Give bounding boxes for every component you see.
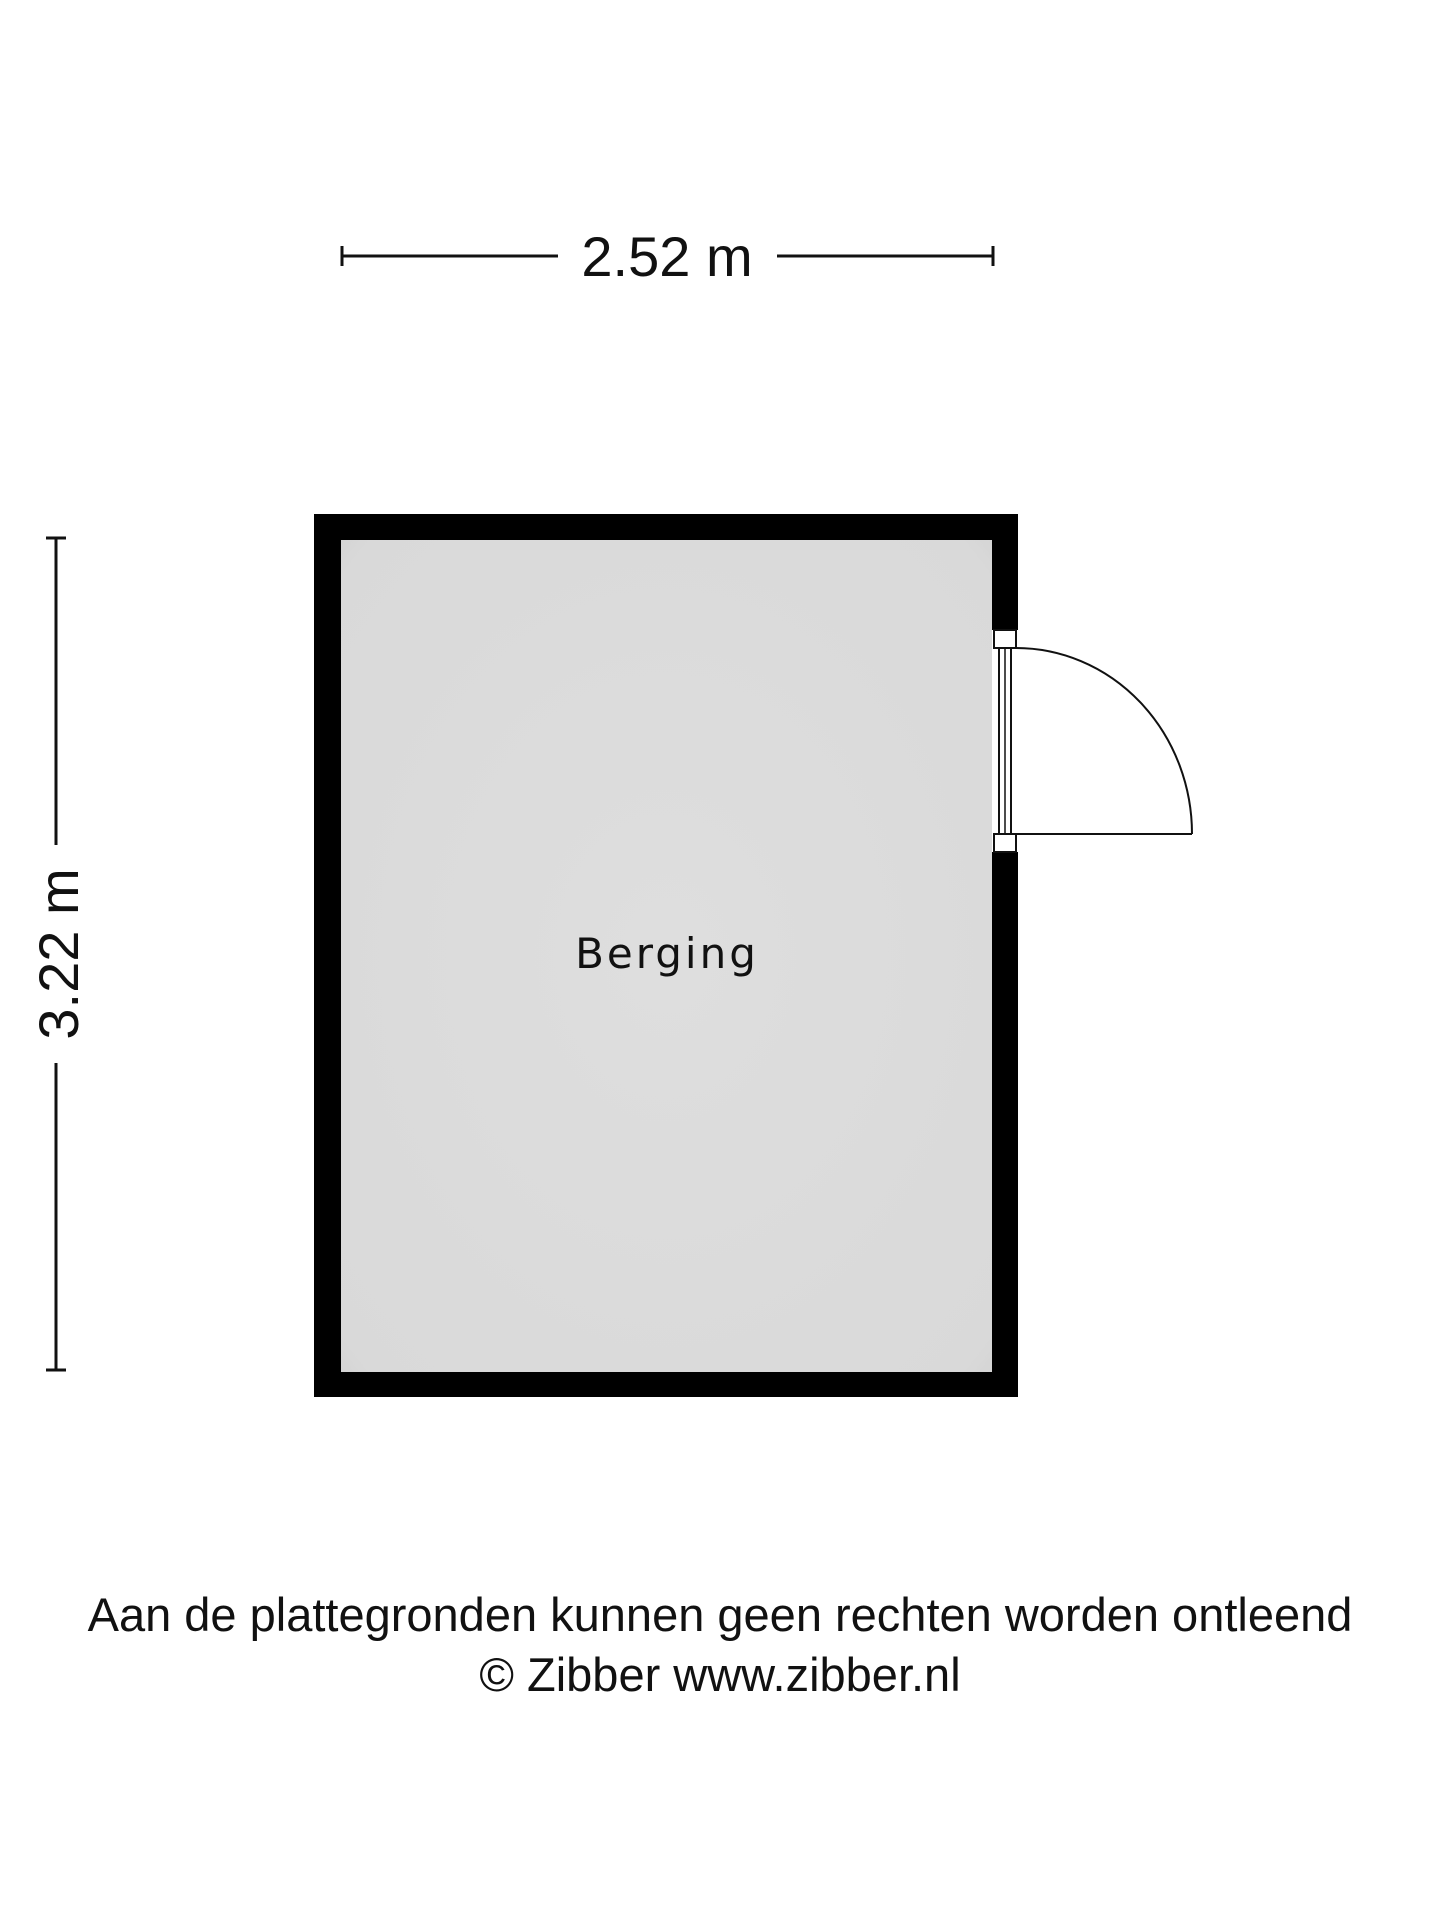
door-jamb-bottom [993,833,1017,853]
room-berging [314,514,1018,1397]
room-floor [341,540,992,1372]
door [992,629,1193,853]
footer: Aan de plattegronden kunnen geen rechten… [0,1585,1440,1705]
width-dimension-label: 2.52 m [581,225,752,288]
height-dimension: 3.22 m [27,536,90,1372]
copyright-text: © Zibber www.zibber.nl [479,1648,961,1701]
disclaimer-text: Aan de plattegronden kunnen geen rechten… [87,1588,1353,1641]
door-swing-arc [1015,647,1193,835]
height-dimension-label: 3.22 m [27,868,90,1039]
door-jamb-top [993,629,1017,649]
room-label: Berging [575,929,759,978]
width-dimension: 2.52 m [340,225,995,288]
